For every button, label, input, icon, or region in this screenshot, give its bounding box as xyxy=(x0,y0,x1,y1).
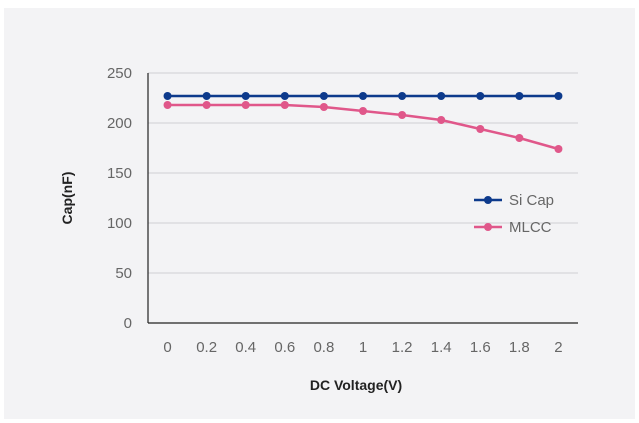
y-tick-labels: 0 50 100 150 200 250 xyxy=(107,65,132,332)
y-tick-label: 150 xyxy=(107,165,132,182)
data-point xyxy=(319,103,328,111)
legend-item: Si Cap xyxy=(474,192,554,209)
x-tick-label: 0.8 xyxy=(313,339,334,356)
legend-marker xyxy=(484,196,492,204)
y-tick-label: 100 xyxy=(107,215,132,232)
x-tick-label: 0.2 xyxy=(196,339,217,356)
y-tick-label: 200 xyxy=(107,115,132,132)
series-lines xyxy=(163,92,563,153)
data-point xyxy=(202,92,211,100)
x-tick-labels: 0 0.2 0.4 0.6 0.8 1 1.2 1.4 1.6 1.8 2 xyxy=(163,339,562,356)
series-si-cap xyxy=(163,92,563,100)
x-tick-label: 2 xyxy=(554,339,562,356)
x-tick-label: 1 xyxy=(359,339,367,356)
legend-label: Si Cap xyxy=(509,192,554,209)
data-point xyxy=(280,92,289,100)
data-point xyxy=(280,101,289,109)
x-tick-label: 1.8 xyxy=(509,339,530,356)
x-tick-label: 1.2 xyxy=(392,339,413,356)
x-axis-title: DC Voltage(V) xyxy=(310,377,402,393)
data-point xyxy=(398,111,407,119)
chart-panel xyxy=(4,8,635,419)
x-tick-label: 1.6 xyxy=(470,339,491,356)
legend-marker xyxy=(484,223,492,231)
data-point xyxy=(476,125,485,133)
data-point xyxy=(241,92,250,100)
y-tick-label: 0 xyxy=(124,315,132,332)
data-point xyxy=(163,92,172,100)
data-point xyxy=(319,92,328,100)
data-point xyxy=(515,134,524,142)
data-point xyxy=(554,145,563,153)
data-point xyxy=(476,92,485,100)
data-point xyxy=(554,92,563,100)
data-point xyxy=(241,101,250,109)
data-point xyxy=(359,107,367,115)
data-point xyxy=(515,92,524,100)
data-point xyxy=(163,101,172,109)
data-point xyxy=(202,101,211,109)
data-point xyxy=(359,92,367,100)
x-tick-label: 1.4 xyxy=(431,339,452,356)
axes xyxy=(147,73,578,324)
legend: Si Cap MLCC xyxy=(474,192,554,236)
data-point xyxy=(437,92,446,100)
y-tick-label: 50 xyxy=(115,265,132,282)
series-mlcc xyxy=(163,101,563,153)
x-tick-label: 0.4 xyxy=(235,339,256,356)
x-tick-label: 0.6 xyxy=(274,339,295,356)
gridlines xyxy=(148,72,578,274)
x-tick-label: 0 xyxy=(163,339,171,356)
legend-label: MLCC xyxy=(509,219,552,236)
legend-item: MLCC xyxy=(474,219,552,236)
data-point xyxy=(398,92,407,100)
data-point xyxy=(437,116,446,124)
y-axis-title: Cap(nF) xyxy=(59,172,75,225)
y-tick-label: 250 xyxy=(107,65,132,82)
